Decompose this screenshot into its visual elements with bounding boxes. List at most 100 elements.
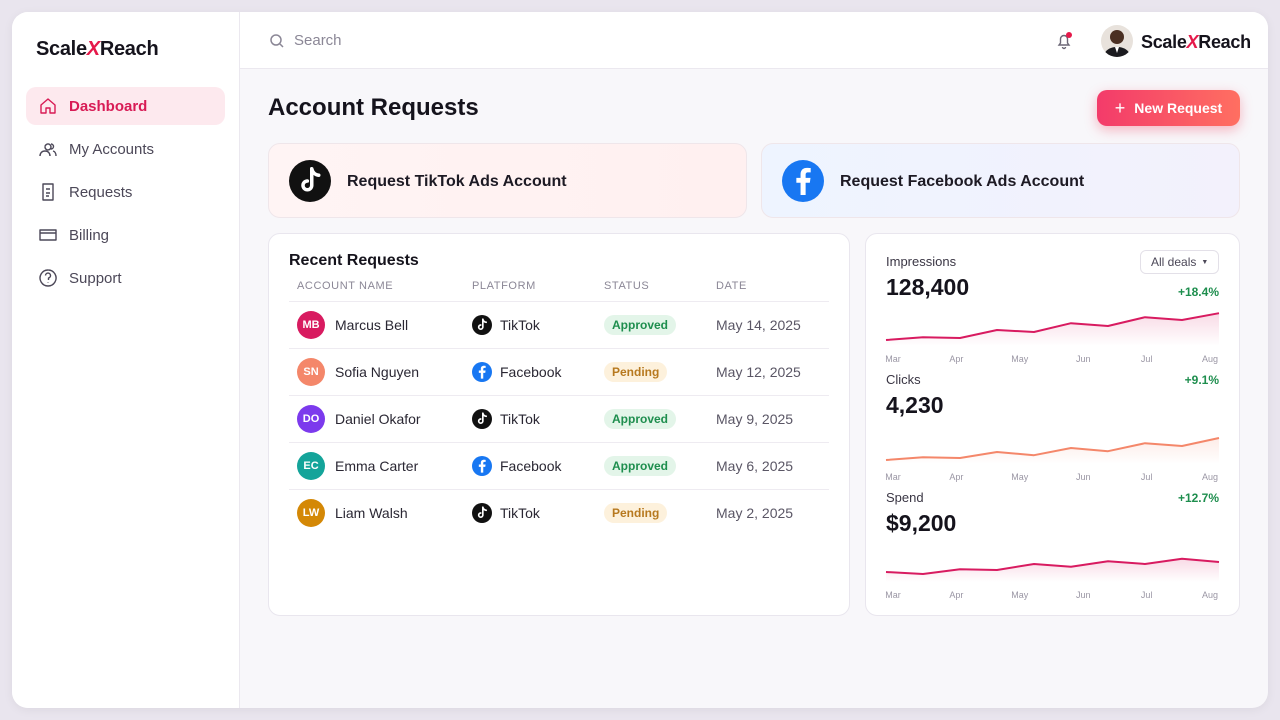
platform-icon — [472, 503, 492, 523]
platform-glyph — [782, 160, 824, 202]
plus-icon: + — [1114, 97, 1126, 118]
nav-icon — [40, 98, 56, 114]
metric-change: +12.7% — [1177, 491, 1219, 505]
month-label: Mar — [885, 354, 901, 364]
avatar: MB — [297, 311, 325, 339]
column-header: ACCOUNT NAME — [297, 280, 394, 292]
nav-icon-path — [42, 183, 54, 201]
filter-label: All deals — [1151, 255, 1197, 269]
platform-glyph — [472, 362, 492, 382]
sparkline-line — [885, 557, 1220, 575]
logo-text: Reach — [1198, 32, 1251, 52]
status-badge: Approved — [604, 456, 677, 476]
user-brand: ScaleXReach — [1141, 32, 1251, 53]
month-label: Apr — [949, 590, 963, 600]
month-label: Jun — [1076, 472, 1091, 482]
nav-icon-path — [40, 98, 56, 114]
metrics-card: All deals ▼ Impressions 128,400 +18.4% Mar Ap… — [865, 233, 1240, 616]
month-label: Aug — [1202, 354, 1218, 364]
sparkline: Mar Apr May Jun Jul Aug — [885, 557, 1220, 600]
month-label: Jul — [1141, 472, 1153, 482]
row-divider — [289, 348, 829, 349]
nav-icon — [39, 143, 57, 157]
row-divider — [289, 395, 829, 396]
platform-icon — [472, 456, 492, 476]
nav-icon-path — [39, 143, 57, 157]
avatar: SN — [297, 358, 325, 386]
logo-text: Scale — [36, 38, 87, 60]
status-badge: Approved — [604, 315, 677, 335]
quick-action-card[interactable]: Request Facebook Ads Account — [761, 143, 1240, 218]
sparkline-area — [886, 558, 1219, 582]
month-label: May — [1011, 590, 1029, 600]
account-name: Sofia Nguyen — [335, 364, 420, 380]
nav-label: My Accounts — [69, 140, 155, 158]
status-badge: Pending — [604, 503, 668, 523]
search-icon — [270, 34, 284, 48]
button-label: New Request — [1134, 100, 1223, 116]
page-title: Account Requests — [268, 94, 479, 121]
month-label: Jul — [1141, 354, 1153, 364]
date: May 14, 2025 — [716, 317, 801, 333]
platform-icon — [289, 160, 331, 202]
nav-icon-path — [39, 269, 57, 287]
nav-label: Billing — [69, 226, 110, 244]
date: May 9, 2025 — [716, 411, 794, 427]
metric-value: $9,200 — [886, 510, 957, 536]
user-avatar[interactable] — [1101, 25, 1133, 57]
recent-requests-card: Recent Requests ACCOUNT NAME PLATFORM STAT… — [268, 233, 850, 616]
search-input[interactable]: Search — [294, 32, 342, 49]
account-name: Daniel Okafor — [335, 411, 421, 427]
quick-action-label: Request TikTok Ads Account — [347, 173, 567, 190]
nav-icon — [39, 269, 57, 287]
nav-item[interactable]: Requests — [26, 173, 225, 211]
sparkline-line — [885, 437, 1220, 461]
platform-name: Facebook — [500, 458, 562, 474]
status-badge: Approved — [604, 409, 677, 429]
platform-glyph — [472, 503, 492, 523]
deal-filter[interactable]: All deals ▼ — [1140, 250, 1220, 274]
caret: ▼ — [1201, 258, 1209, 266]
notification-bell[interactable] — [1054, 31, 1074, 51]
nav-icon — [42, 183, 54, 201]
quick-action-card[interactable]: Request TikTok Ads Account — [268, 143, 747, 218]
platform-icon — [782, 160, 824, 202]
platform-name: TikTok — [500, 411, 540, 427]
month-label: Apr — [949, 354, 963, 364]
sidebar: ScaleXReach Dashboard My Accounts Requests… — [12, 12, 240, 708]
nav-item[interactable]: Support — [26, 259, 225, 297]
logo: ScaleXReach — [36, 38, 159, 61]
column-header: STATUS — [604, 280, 650, 292]
nav-label: Support — [69, 269, 122, 287]
nav-item[interactable]: Billing — [26, 216, 225, 254]
avatar: LW — [297, 499, 325, 527]
metric-label: Impressions — [886, 254, 957, 269]
sparkline: Mar Apr May Jun Jul Aug — [885, 312, 1220, 364]
month-label: Jul — [1141, 590, 1153, 600]
logo-mark: X — [86, 38, 100, 60]
nav-item[interactable]: My Accounts — [26, 130, 225, 168]
nav-item[interactable]: Dashboard — [26, 87, 225, 125]
date: May 2, 2025 — [716, 505, 794, 521]
platform-glyph — [472, 409, 492, 429]
month-label: Aug — [1202, 590, 1218, 600]
nav-label: Requests — [69, 183, 133, 201]
quick-action-label: Request Facebook Ads Account — [840, 173, 1085, 190]
sparkline: Mar Apr May Jun Jul Aug — [885, 437, 1220, 482]
month-label: Mar — [885, 472, 901, 482]
month-label: Jun — [1076, 354, 1091, 364]
new-request-button[interactable]: + New Request — [1097, 90, 1240, 126]
logo-text: Scale — [1141, 32, 1187, 52]
month-label: May — [1011, 472, 1029, 482]
account-name: Marcus Bell — [335, 317, 409, 333]
card-title: Recent Requests — [289, 252, 419, 269]
date: May 12, 2025 — [716, 364, 801, 380]
metric-change: +9.1% — [1184, 373, 1219, 387]
month-label: Jun — [1076, 590, 1091, 600]
platform-glyph — [472, 315, 492, 335]
month-label: Apr — [949, 472, 963, 482]
sparkline-line — [885, 312, 1220, 341]
metric-change: +18.4% — [1177, 285, 1219, 299]
platform-name: TikTok — [500, 317, 540, 333]
